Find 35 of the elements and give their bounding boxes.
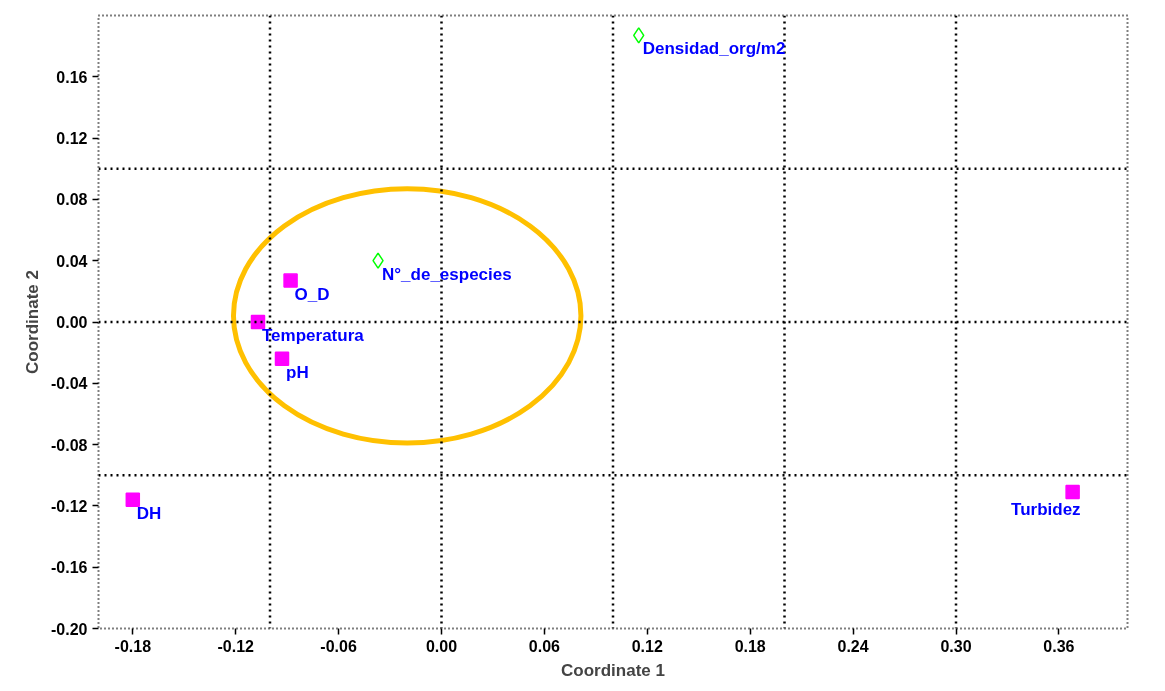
y-tick-label: -0.08 [51, 436, 88, 454]
y-axis-title: Coordinate 2 [23, 270, 43, 374]
x-tick-label: 0.24 [837, 637, 869, 655]
x-tick-label: 0.12 [631, 637, 663, 655]
y-tick-label: 0.08 [56, 191, 88, 209]
x-tick-label: -0.12 [217, 637, 255, 655]
annotation: DH [136, 503, 162, 523]
point [1065, 484, 1080, 500]
point [372, 252, 384, 269]
x-axis-title: Coordinate 1 [561, 660, 665, 680]
x-tick-label: 0.18 [734, 637, 766, 655]
x-tick-label: 0.30 [940, 637, 972, 655]
y-tick-label: -0.04 [51, 375, 88, 393]
point [283, 273, 298, 288]
x-tick-label: -0.06 [320, 637, 357, 655]
annotation: pH [286, 362, 309, 382]
y-tick-label: 0.04 [56, 252, 88, 270]
point [125, 492, 141, 508]
annotation: Temperatura [261, 326, 365, 345]
point [632, 27, 645, 44]
x-tick-label: 0.36 [1043, 637, 1075, 655]
point [274, 351, 290, 367]
annotation: Densidad_org/m2 [642, 39, 786, 59]
y-tick-label: -0.16 [51, 559, 88, 577]
annotation: O_D [294, 284, 330, 304]
x-tick-label: 0.06 [528, 637, 561, 655]
x-tick-label: 0.00 [425, 637, 458, 655]
y-tick-label: 0.12 [56, 130, 88, 148]
annotation: N°_de_especies [382, 264, 512, 284]
y-tick-label: -0.12 [51, 497, 88, 515]
y-tick-label: 0.16 [56, 68, 88, 86]
x-tick-label: -0.18 [114, 637, 152, 655]
y-tick-label: 0.00 [56, 314, 88, 331]
annotation: Turbidez [1011, 500, 1081, 520]
y-tick-label: -0.20 [51, 620, 88, 638]
